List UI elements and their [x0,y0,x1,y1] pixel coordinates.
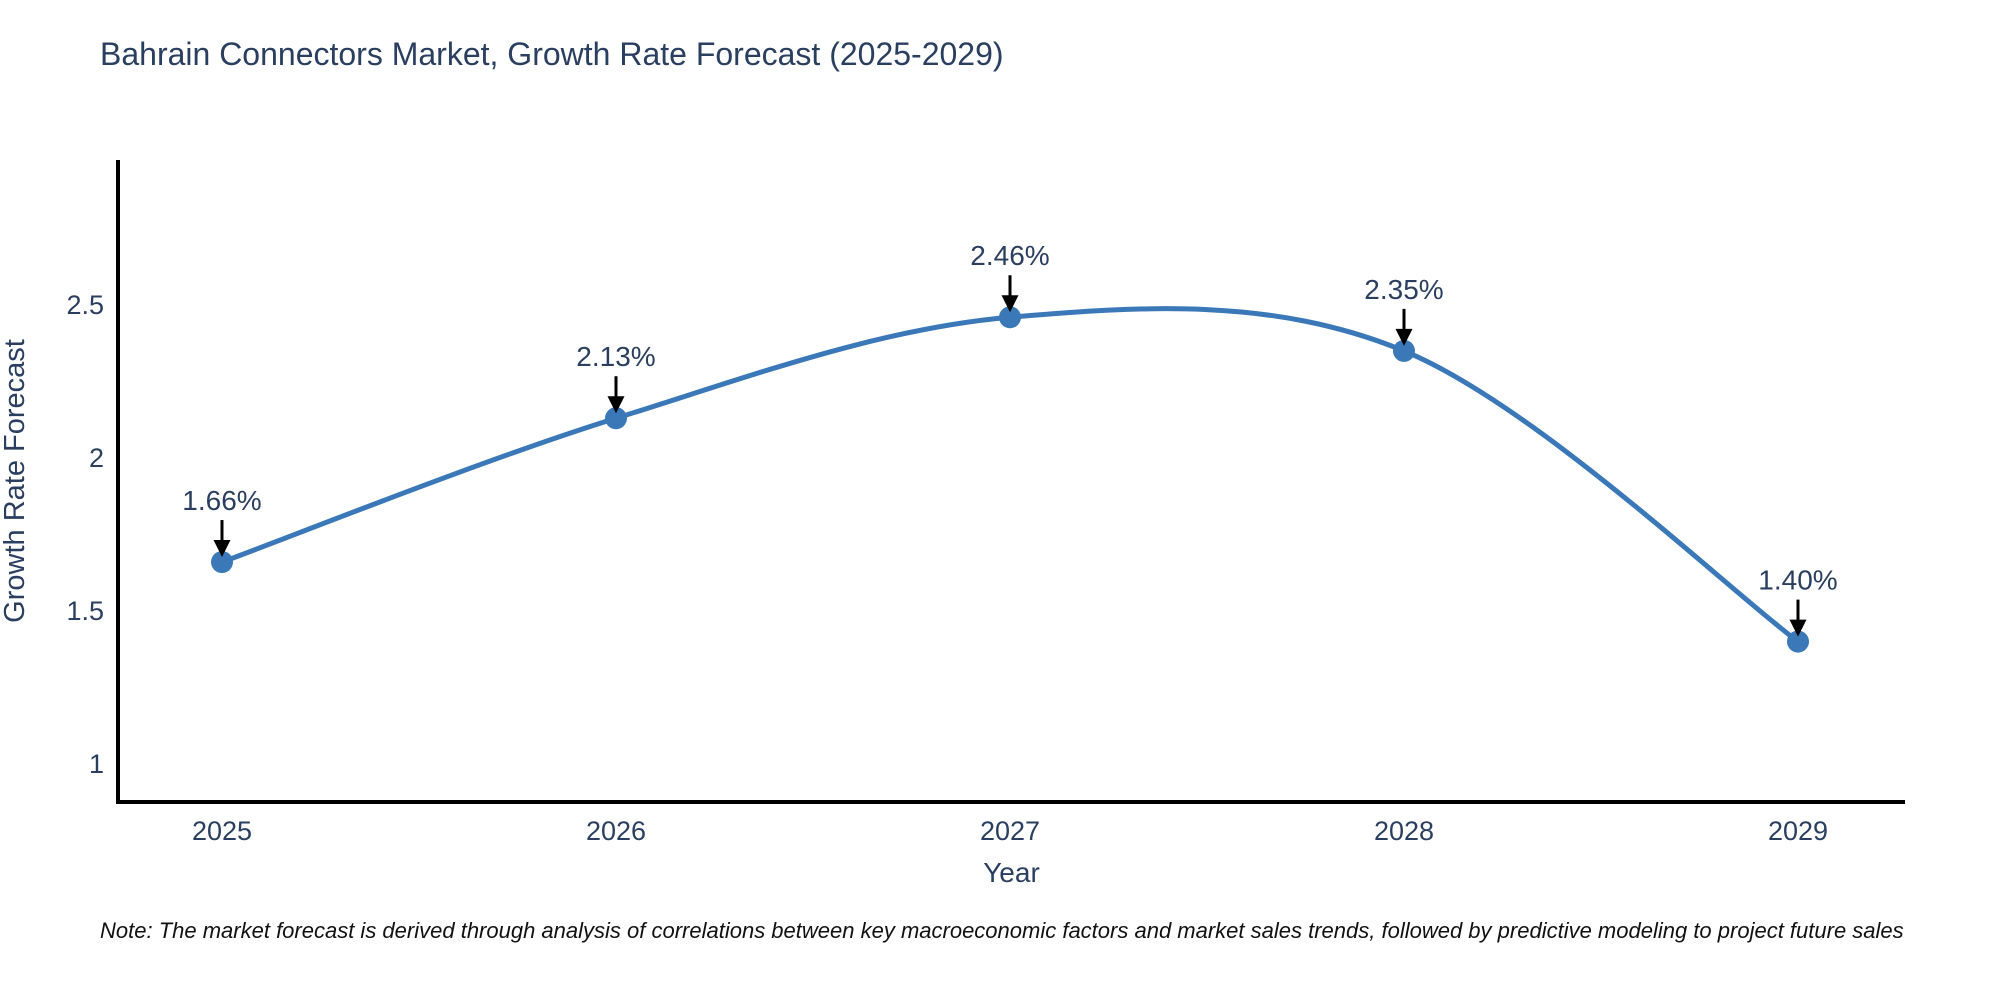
x-axis-title: Year [983,857,1040,888]
y-axis-title: Growth Rate Forecast [0,339,31,623]
y-tick-label: 2 [89,443,104,473]
annotation-arrow-head [1395,328,1413,346]
x-tick-label: 2025 [192,816,252,846]
chart-title: Bahrain Connectors Market, Growth Rate F… [100,36,1004,72]
x-tick-label: 2027 [980,816,1040,846]
data-point-label: 2.13% [576,341,655,372]
y-tick-label: 1.5 [66,596,104,626]
annotation-arrow-head [607,396,625,414]
x-tick-label: 2028 [1374,816,1434,846]
y-tick-label: 1 [89,749,104,779]
annotation-arrow-head [213,540,231,558]
footnote: Note: The market forecast is derived thr… [100,918,1904,943]
data-point-label: 2.35% [1364,274,1443,305]
data-point-marker [999,306,1021,329]
data-point-marker [211,551,233,574]
annotation-arrow-head [1789,619,1807,637]
x-tick-label: 2026 [586,816,646,846]
data-point-label: 1.66% [182,485,261,516]
data-point-label: 2.46% [970,240,1049,271]
data-point-marker [605,407,627,430]
annotation-arrow-head [1001,295,1019,313]
data-point-marker [1787,630,1809,653]
data-point-label: 1.40% [1758,565,1837,596]
y-tick-label: 2.5 [66,290,104,320]
x-tick-label: 2029 [1768,816,1828,846]
data-point-marker [1393,339,1415,362]
forecast-spline-line [219,306,1801,645]
